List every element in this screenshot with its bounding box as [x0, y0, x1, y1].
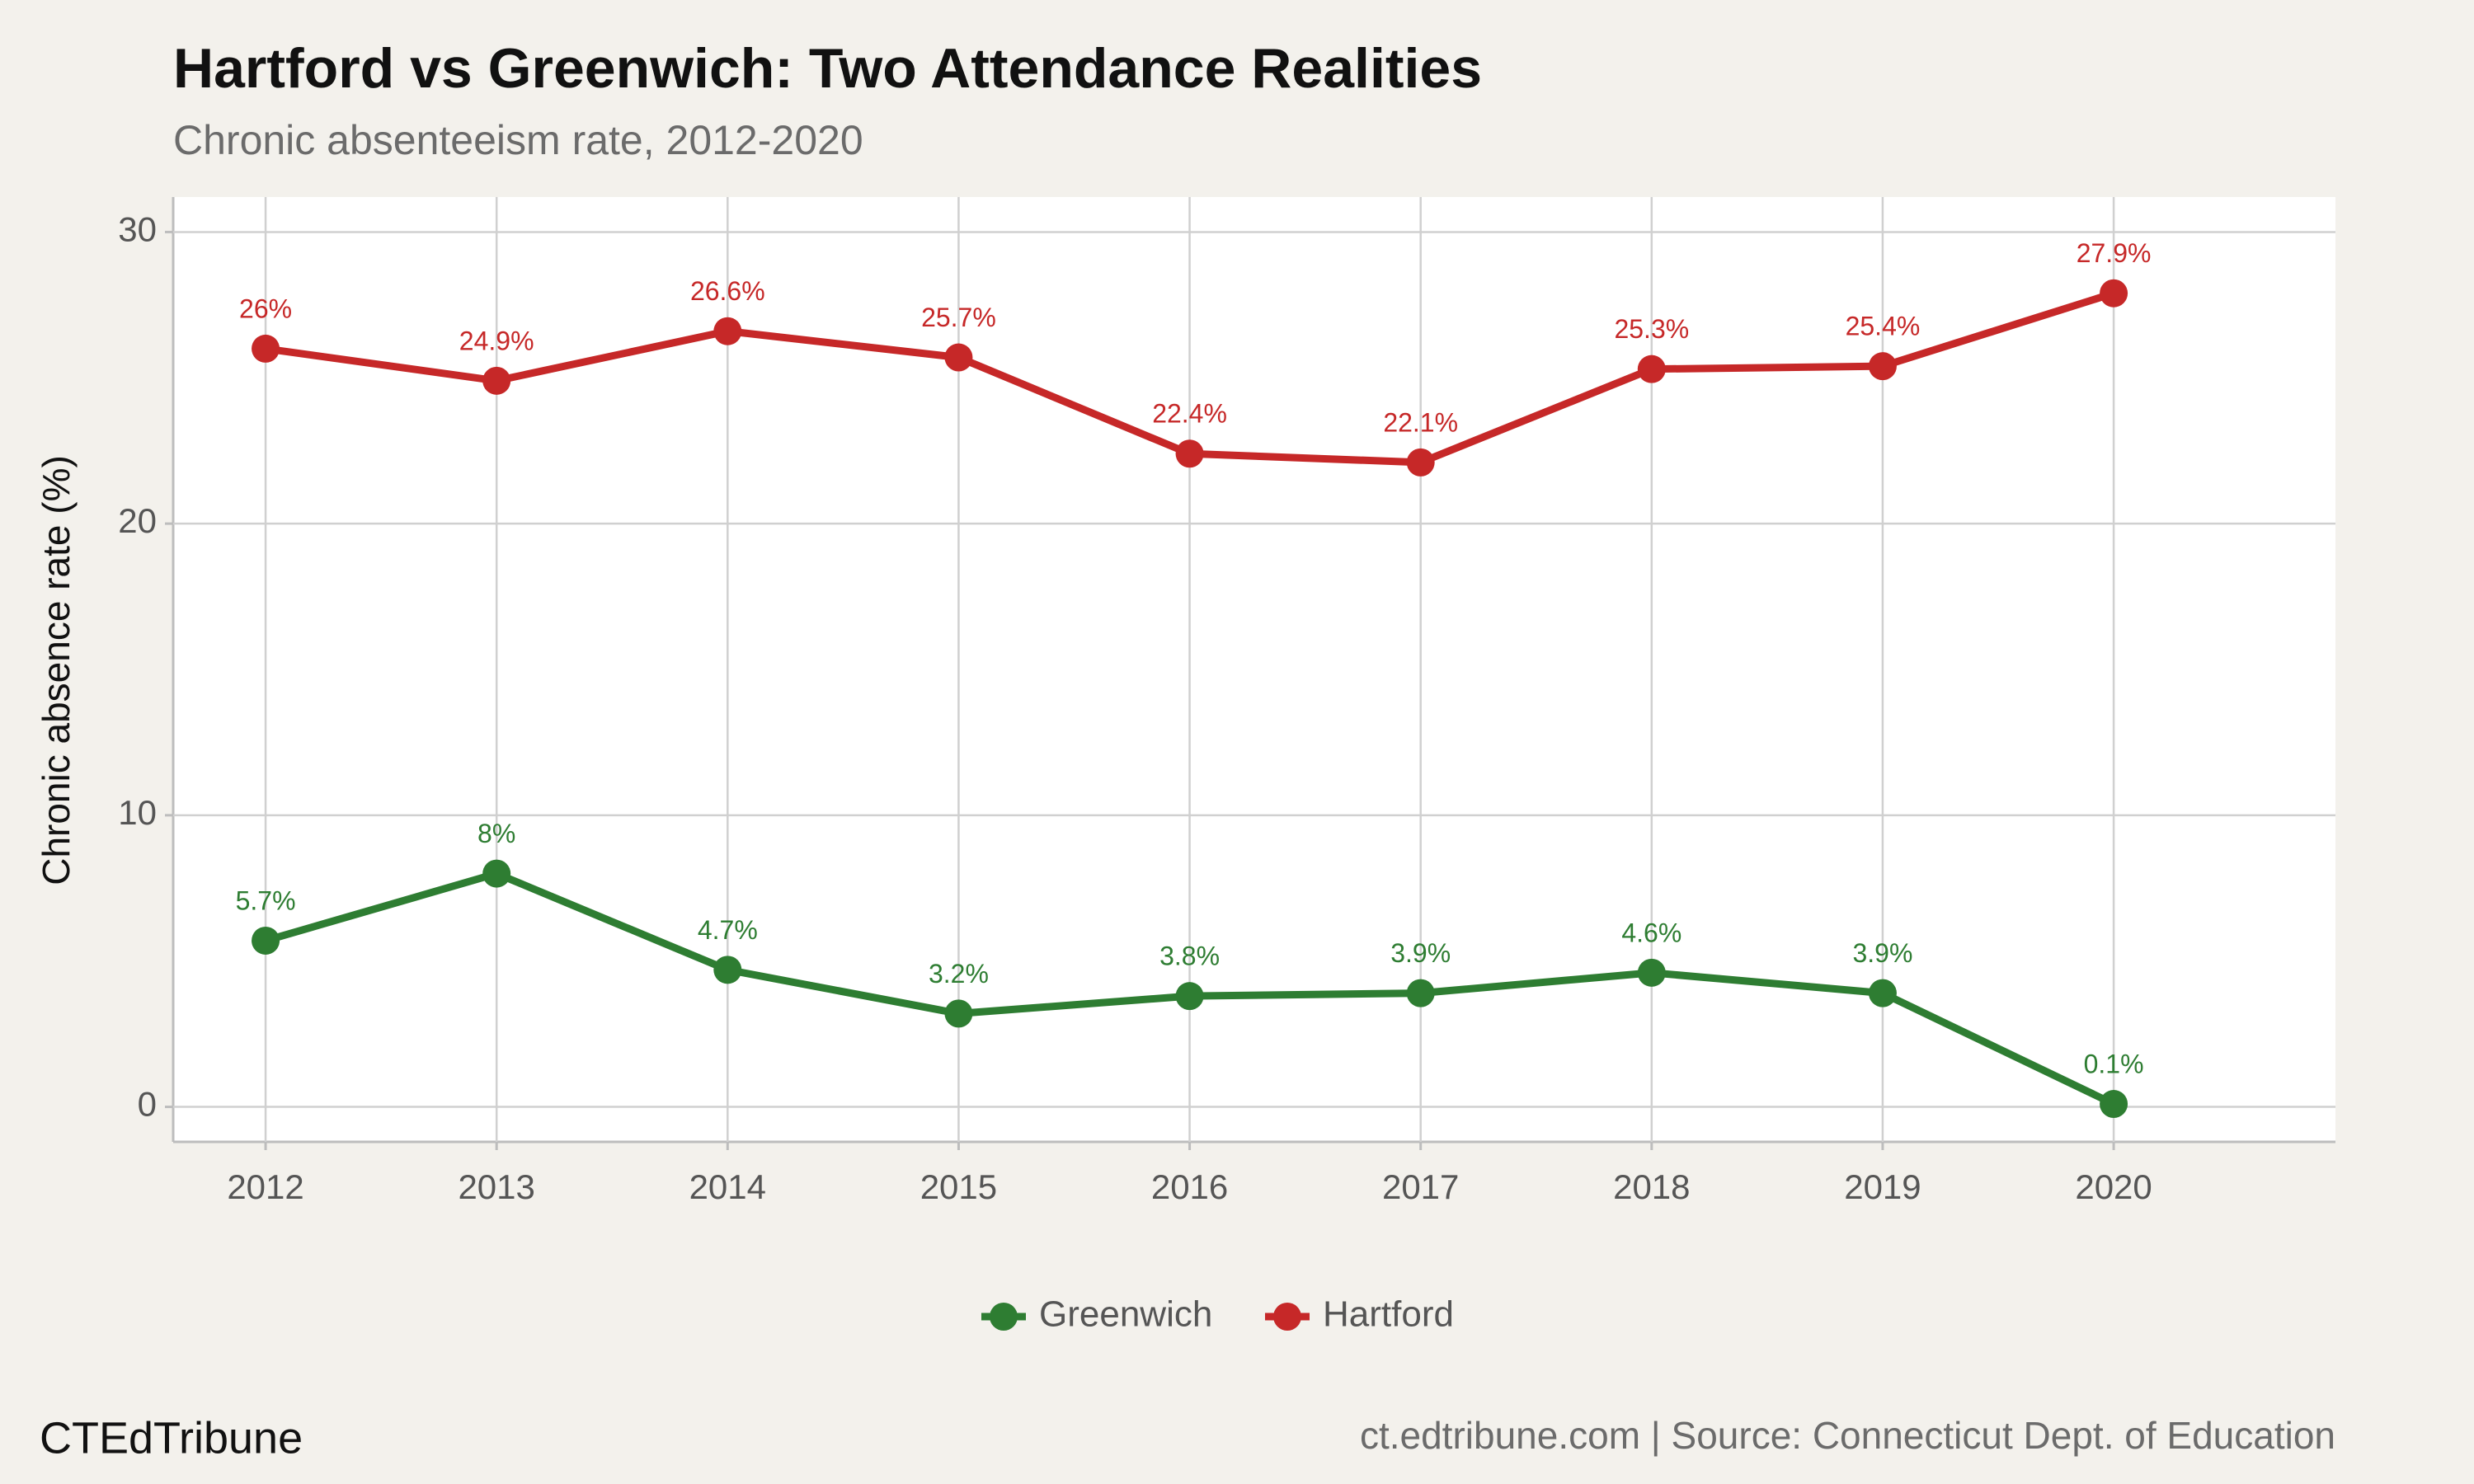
x-tick-label: 2014: [689, 1167, 766, 1206]
data-label: 0.1%: [2084, 1049, 2144, 1078]
y-tick-label: 0: [138, 1085, 157, 1124]
data-label: 5.7%: [236, 885, 296, 915]
x-tick-label: 2018: [1613, 1167, 1690, 1206]
x-tick-label: 2016: [1151, 1167, 1228, 1206]
data-label: 3.2%: [929, 959, 989, 989]
data-point: [713, 317, 742, 345]
data-label: 25.3%: [1614, 314, 1689, 344]
legend-label: Hartford: [1323, 1294, 1454, 1335]
data-label: 22.1%: [1383, 407, 1458, 437]
plot-panel: [173, 197, 2335, 1142]
data-point: [1868, 352, 1897, 381]
x-tick-label: 2012: [227, 1167, 303, 1206]
x-tick-label: 2013: [458, 1167, 534, 1206]
data-label: 8%: [477, 819, 515, 848]
y-tick-label: 20: [118, 501, 157, 540]
x-tick-label: 2019: [1844, 1167, 1921, 1206]
data-point: [482, 366, 511, 395]
chart-title: Hartford vs Greenwich: Two Attendance Re…: [173, 37, 1482, 100]
data-point: [1175, 982, 1204, 1011]
source: ct.edtribune.com | Source: Connecticut D…: [1360, 1414, 2335, 1457]
x-tick-label: 2015: [920, 1167, 997, 1206]
data-point: [252, 926, 280, 955]
data-label: 25.7%: [921, 303, 996, 332]
legend-label: Greenwich: [1039, 1294, 1212, 1335]
legend-key-point: [1273, 1303, 1301, 1331]
data-label: 3.8%: [1159, 942, 1220, 971]
data-point: [2100, 1090, 2128, 1119]
data-label: 22.4%: [1152, 399, 1227, 429]
data-label: 25.4%: [1846, 312, 1921, 341]
data-label: 27.9%: [2077, 238, 2152, 268]
legend-key-point: [990, 1303, 1018, 1331]
data-point: [1175, 439, 1204, 468]
data-label: 3.9%: [1390, 938, 1451, 968]
data-label: 4.6%: [1621, 918, 1681, 947]
data-label: 26%: [239, 294, 292, 323]
x-tick-label: 2020: [2075, 1167, 2152, 1206]
data-point: [1637, 958, 1666, 987]
data-point: [713, 956, 742, 984]
data-point: [1637, 355, 1666, 383]
y-tick-label: 30: [118, 210, 157, 249]
y-axis-title: Chronic absence rate (%): [35, 455, 78, 885]
data-point: [1406, 979, 1435, 1007]
data-point: [252, 334, 280, 363]
data-label: 3.9%: [1852, 938, 1912, 968]
x-tick-label: 2017: [1382, 1167, 1459, 1206]
data-label: 4.7%: [698, 915, 758, 945]
data-label: 24.9%: [459, 326, 534, 355]
data-point: [482, 859, 511, 888]
data-point: [944, 343, 973, 372]
data-label: 26.6%: [690, 276, 765, 306]
data-point: [1868, 979, 1897, 1007]
brand: CTEdTribune: [40, 1413, 303, 1463]
y-tick-label: 10: [118, 793, 157, 832]
data-point: [1406, 448, 1435, 477]
chart-subtitle: Chronic absenteeism rate, 2012-2020: [173, 117, 863, 163]
data-point: [944, 999, 973, 1028]
data-point: [2100, 279, 2128, 308]
